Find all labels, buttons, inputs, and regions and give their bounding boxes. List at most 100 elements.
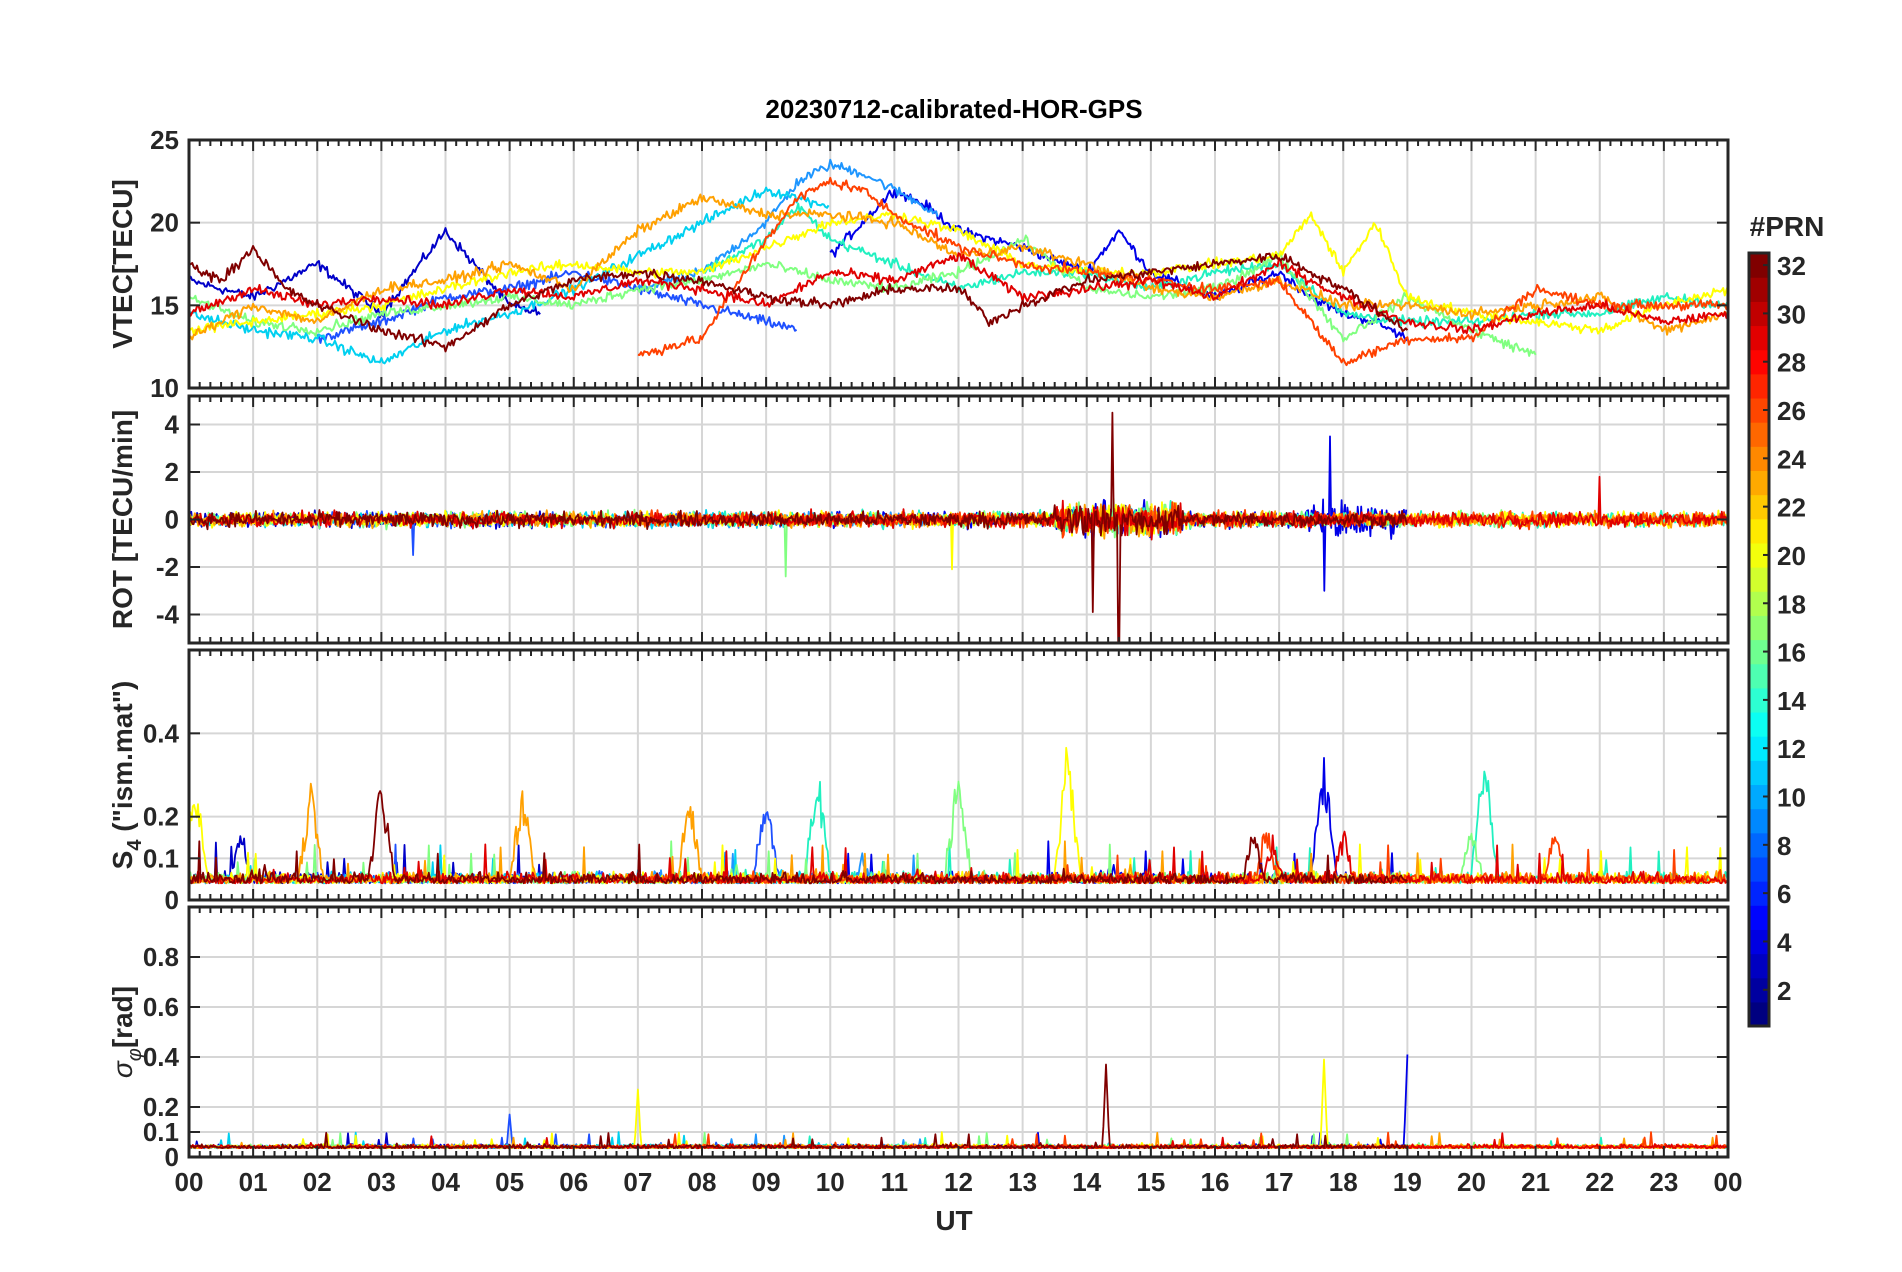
- colorbar-swatch: [1749, 446, 1769, 472]
- colorbar-swatch: [1749, 373, 1769, 399]
- y-axis-title-sigma: σφ[rad]: [107, 986, 146, 1078]
- y-tick-label: 4: [165, 410, 180, 440]
- series-line-prn-29: [189, 252, 1728, 335]
- x-tick-label: 05: [495, 1167, 524, 1197]
- y-tick-label: 0: [165, 1142, 179, 1172]
- colorbar-swatch: [1749, 856, 1769, 882]
- series-line-prn-32: [189, 411, 1408, 643]
- colorbar-swatch: [1749, 301, 1769, 327]
- x-tick-label: 22: [1585, 1167, 1614, 1197]
- y-tick-label: -2: [156, 552, 179, 582]
- y-tick-label: 0: [165, 885, 179, 915]
- colorbar-swatch: [1749, 881, 1769, 906]
- x-tick-label: 00: [175, 1167, 204, 1197]
- colorbar-swatch: [1749, 687, 1769, 713]
- y-tick-label: 0.6: [143, 992, 179, 1022]
- x-tick-label: 15: [1136, 1167, 1165, 1197]
- colorbar-tick-label: 10: [1777, 783, 1806, 813]
- colorbar-tick-label: 12: [1777, 734, 1806, 764]
- y-tick-label: 10: [150, 373, 179, 403]
- colorbar-tick-label: 22: [1777, 493, 1806, 523]
- x-tick-label: 06: [559, 1167, 588, 1197]
- panel-vtec: 10 15 20 25 VTEC[TECU]: [107, 125, 1730, 403]
- series-line-prn-32: [189, 790, 1408, 885]
- series-line-prn-12: [189, 186, 830, 365]
- y-axis-title-vtec: VTEC[TECU]: [107, 179, 138, 349]
- panel-sigma: 00.10.2 0.4 0.6 0.8 σφ[rad] 00 01 02 03 04 05 06 07 0…: [107, 905, 1742, 1197]
- colorbar-tick-label: 28: [1777, 348, 1806, 378]
- colorbar-tick-label: 32: [1777, 251, 1806, 281]
- colorbar-frame: [1747, 251, 1771, 1028]
- colorbar-tick-label: 20: [1777, 541, 1806, 571]
- colorbar-tick-label: 16: [1777, 638, 1806, 668]
- series-line-prn-17: [189, 234, 1537, 357]
- y-axis-title-s4: S4 ("ism.mat"): [107, 681, 146, 870]
- colorbar-swatch: [1749, 929, 1769, 955]
- y-tick-label: 0.1: [143, 843, 179, 873]
- colorbar-swatch: [1749, 325, 1769, 351]
- x-tick-label: 07: [623, 1167, 652, 1197]
- colorbar-swatch: [1749, 422, 1769, 447]
- colorbar-swatch: [1749, 494, 1769, 520]
- panel-rot: -4 -2 0 2 4 ROT [TECU/min]: [107, 394, 1730, 645]
- colorbar-swatch: [1749, 760, 1769, 786]
- colorbar-tick-label: 6: [1777, 879, 1791, 909]
- colorbar-swatch: [1749, 567, 1769, 592]
- y-tick-label: 0.4: [143, 718, 180, 748]
- colorbar-swatch: [1749, 977, 1769, 1003]
- y-tick-label: 15: [150, 290, 179, 320]
- colorbar-swatch: [1749, 397, 1769, 423]
- colorbar-swatch: [1749, 784, 1769, 810]
- colorbar-label: #PRN: [1750, 211, 1825, 242]
- colorbar-tick-label: 4: [1777, 927, 1792, 957]
- colorbar-swatch: [1749, 518, 1769, 544]
- y-tick-label: -4: [156, 600, 180, 630]
- x-tick-label: 10: [816, 1167, 845, 1197]
- x-tick-label: 23: [1649, 1167, 1678, 1197]
- y-tick-label: 0.4: [143, 1042, 180, 1072]
- colorbar-swatch: [1749, 349, 1769, 375]
- x-tick-label: 21: [1521, 1167, 1550, 1197]
- series-line-prn-29: [189, 830, 1728, 885]
- y-tick-label: 0: [165, 505, 179, 535]
- colorbar-swatch: [1749, 542, 1769, 568]
- colorbar-tick-label: 8: [1777, 831, 1791, 861]
- colorbar-swatch: [1749, 470, 1769, 496]
- y-tick-label: 2: [165, 457, 179, 487]
- colorbar-swatch: [1749, 663, 1769, 689]
- series-line-prn-6: [316, 270, 798, 344]
- x-tick-label: 12: [944, 1167, 973, 1197]
- colorbar-swatch: [1749, 639, 1769, 665]
- series-line-prn-32: [189, 1063, 1409, 1150]
- colorbar-tick-label: 18: [1777, 589, 1806, 619]
- series-group: [189, 158, 1728, 367]
- x-tick-label: 18: [1329, 1167, 1358, 1197]
- series-line-prn-32: [189, 245, 1409, 353]
- series-line-prn-26: [637, 176, 1728, 367]
- y-tick-label: 0.8: [143, 942, 179, 972]
- chart-title: 20230712-calibrated-HOR-GPS: [765, 94, 1142, 124]
- colorbar-tick-label: 2: [1777, 976, 1791, 1006]
- colorbar-swatch: [1749, 953, 1769, 979]
- x-tick-label: 02: [303, 1167, 332, 1197]
- x-tick-label: 08: [688, 1167, 717, 1197]
- x-tick-label: 19: [1393, 1167, 1422, 1197]
- x-tick-label: 20: [1457, 1167, 1486, 1197]
- x-tick-label: 01: [239, 1167, 268, 1197]
- y-tick-label: 25: [150, 125, 179, 155]
- y-tick-label: 0.1: [143, 1117, 179, 1147]
- x-tick-label: 17: [1265, 1167, 1294, 1197]
- y-axis-title-rot: ROT [TECU/min]: [107, 410, 138, 629]
- colorbar-tick-label: 24: [1777, 444, 1806, 474]
- colorbar-swatch: [1749, 736, 1769, 761]
- y-tick-label: 0.2: [143, 802, 179, 832]
- colorbar-swatch: [1749, 808, 1769, 834]
- colorbar-swatch: [1749, 277, 1769, 302]
- x-tick-label: 13: [1008, 1167, 1037, 1197]
- colorbar-tick-label: 30: [1777, 299, 1806, 329]
- colorbar-swatch: [1749, 1001, 1769, 1027]
